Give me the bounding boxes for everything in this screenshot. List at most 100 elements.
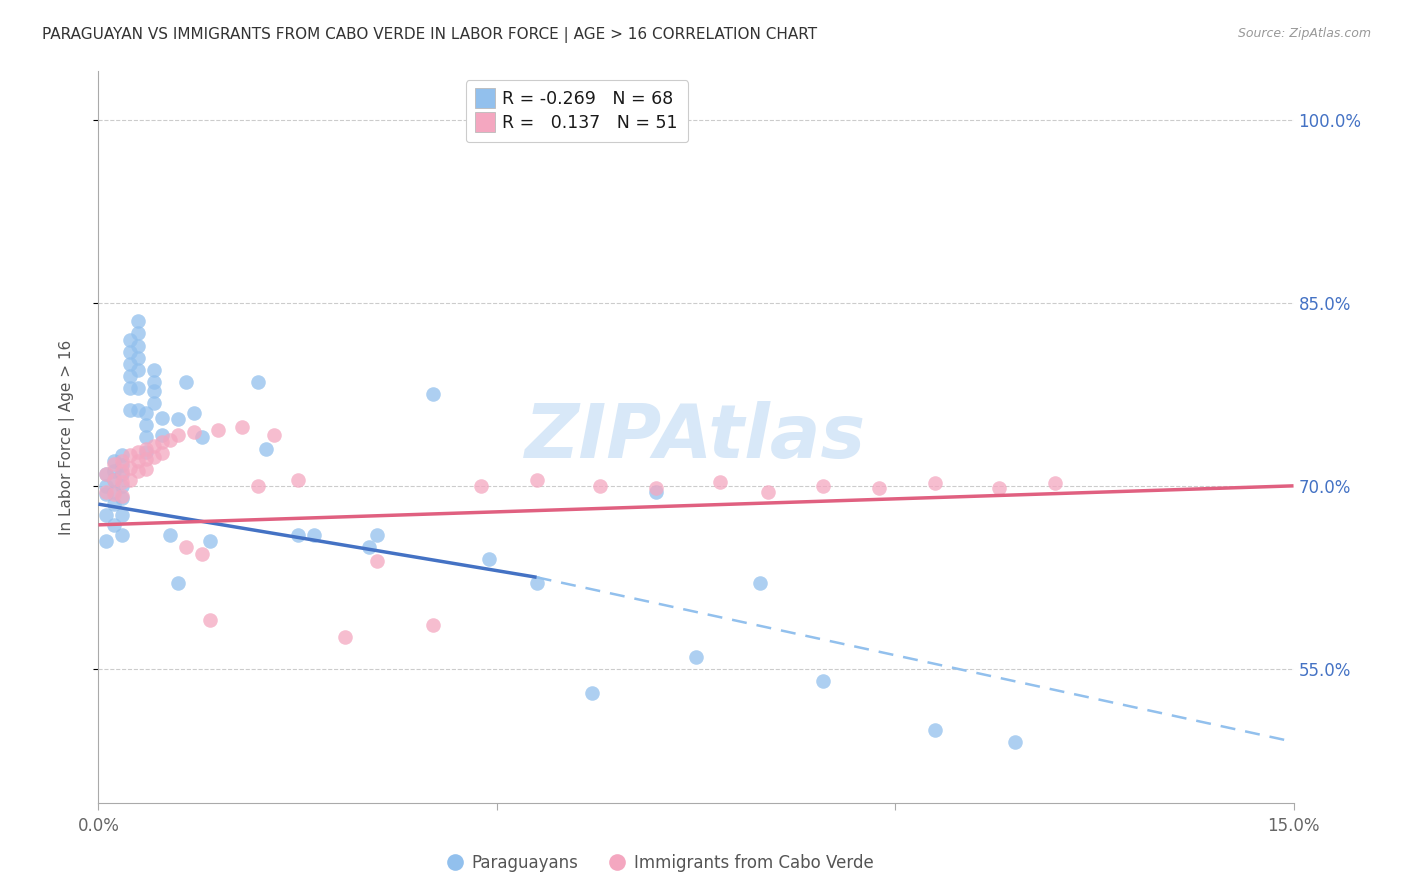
- Point: [120, 357, 142, 371]
- Point: [111, 479, 134, 493]
- Point: [685, 649, 707, 664]
- Point: [287, 527, 309, 541]
- Point: [589, 479, 612, 493]
- Point: [246, 479, 269, 493]
- Y-axis label: In Labor Force | Age > 16: In Labor Force | Age > 16: [59, 340, 75, 534]
- Point: [127, 351, 149, 365]
- Text: Source: ZipAtlas.com: Source: ZipAtlas.com: [1237, 27, 1371, 40]
- Point: [96, 479, 118, 493]
- Point: [111, 489, 134, 503]
- Point: [127, 326, 149, 341]
- Point: [135, 417, 157, 432]
- Point: [183, 406, 205, 420]
- Point: [335, 630, 357, 644]
- Point: [143, 376, 166, 390]
- Point: [143, 396, 166, 410]
- Point: [756, 485, 779, 500]
- Point: [422, 387, 444, 401]
- Point: [135, 406, 157, 420]
- Point: [159, 433, 181, 447]
- Point: [231, 420, 253, 434]
- Point: [359, 540, 381, 554]
- Point: [120, 344, 142, 359]
- Point: [868, 481, 890, 495]
- Point: [478, 552, 501, 566]
- Point: [183, 425, 205, 440]
- Point: [174, 376, 197, 390]
- Point: [120, 381, 142, 395]
- Point: [263, 427, 285, 442]
- Point: [103, 473, 125, 487]
- Point: [127, 314, 149, 328]
- Point: [422, 617, 444, 632]
- Point: [135, 462, 157, 476]
- Point: [581, 686, 603, 700]
- Point: [103, 473, 125, 487]
- Point: [150, 410, 173, 425]
- Point: [135, 430, 157, 444]
- Point: [645, 485, 668, 500]
- Point: [103, 457, 125, 471]
- Point: [111, 464, 134, 478]
- Point: [207, 423, 229, 437]
- Point: [127, 464, 149, 478]
- Point: [987, 481, 1010, 495]
- Point: [96, 467, 118, 481]
- Point: [103, 487, 125, 501]
- Point: [127, 363, 149, 377]
- Point: [111, 508, 134, 522]
- Point: [1004, 735, 1026, 749]
- Point: [127, 444, 149, 458]
- Point: [143, 439, 166, 453]
- Point: [924, 723, 946, 737]
- Point: [167, 427, 190, 442]
- Point: [1043, 476, 1066, 491]
- Point: [191, 547, 214, 561]
- Point: [198, 613, 221, 627]
- Point: [135, 444, 157, 458]
- Legend: Paraguayans, Immigrants from Cabo Verde: Paraguayans, Immigrants from Cabo Verde: [440, 847, 880, 879]
- Text: ZIPAtlas: ZIPAtlas: [526, 401, 866, 474]
- Point: [191, 430, 214, 444]
- Point: [103, 485, 125, 500]
- Point: [111, 475, 134, 490]
- Point: [120, 460, 142, 475]
- Point: [111, 454, 134, 468]
- Point: [127, 403, 149, 417]
- Point: [287, 473, 309, 487]
- Point: [159, 527, 181, 541]
- Point: [174, 540, 197, 554]
- Point: [302, 527, 325, 541]
- Point: [924, 476, 946, 491]
- Point: [645, 481, 668, 495]
- Point: [709, 475, 731, 490]
- Point: [167, 576, 190, 591]
- Point: [96, 508, 118, 522]
- Point: [103, 454, 125, 468]
- Point: [120, 473, 142, 487]
- Point: [103, 464, 125, 478]
- Point: [127, 381, 149, 395]
- Point: [111, 491, 134, 505]
- Point: [96, 533, 118, 548]
- Point: [111, 467, 134, 481]
- Point: [198, 533, 221, 548]
- Point: [111, 449, 134, 463]
- Point: [135, 442, 157, 457]
- Point: [526, 473, 548, 487]
- Point: [120, 449, 142, 463]
- Point: [96, 487, 118, 501]
- Point: [96, 485, 118, 500]
- Point: [150, 434, 173, 449]
- Point: [366, 527, 388, 541]
- Point: [254, 442, 277, 457]
- Point: [103, 497, 125, 511]
- Point: [150, 427, 173, 442]
- Point: [127, 454, 149, 468]
- Point: [246, 376, 269, 390]
- Point: [143, 450, 166, 464]
- Point: [143, 384, 166, 398]
- Point: [127, 339, 149, 353]
- Point: [748, 576, 770, 591]
- Point: [120, 333, 142, 347]
